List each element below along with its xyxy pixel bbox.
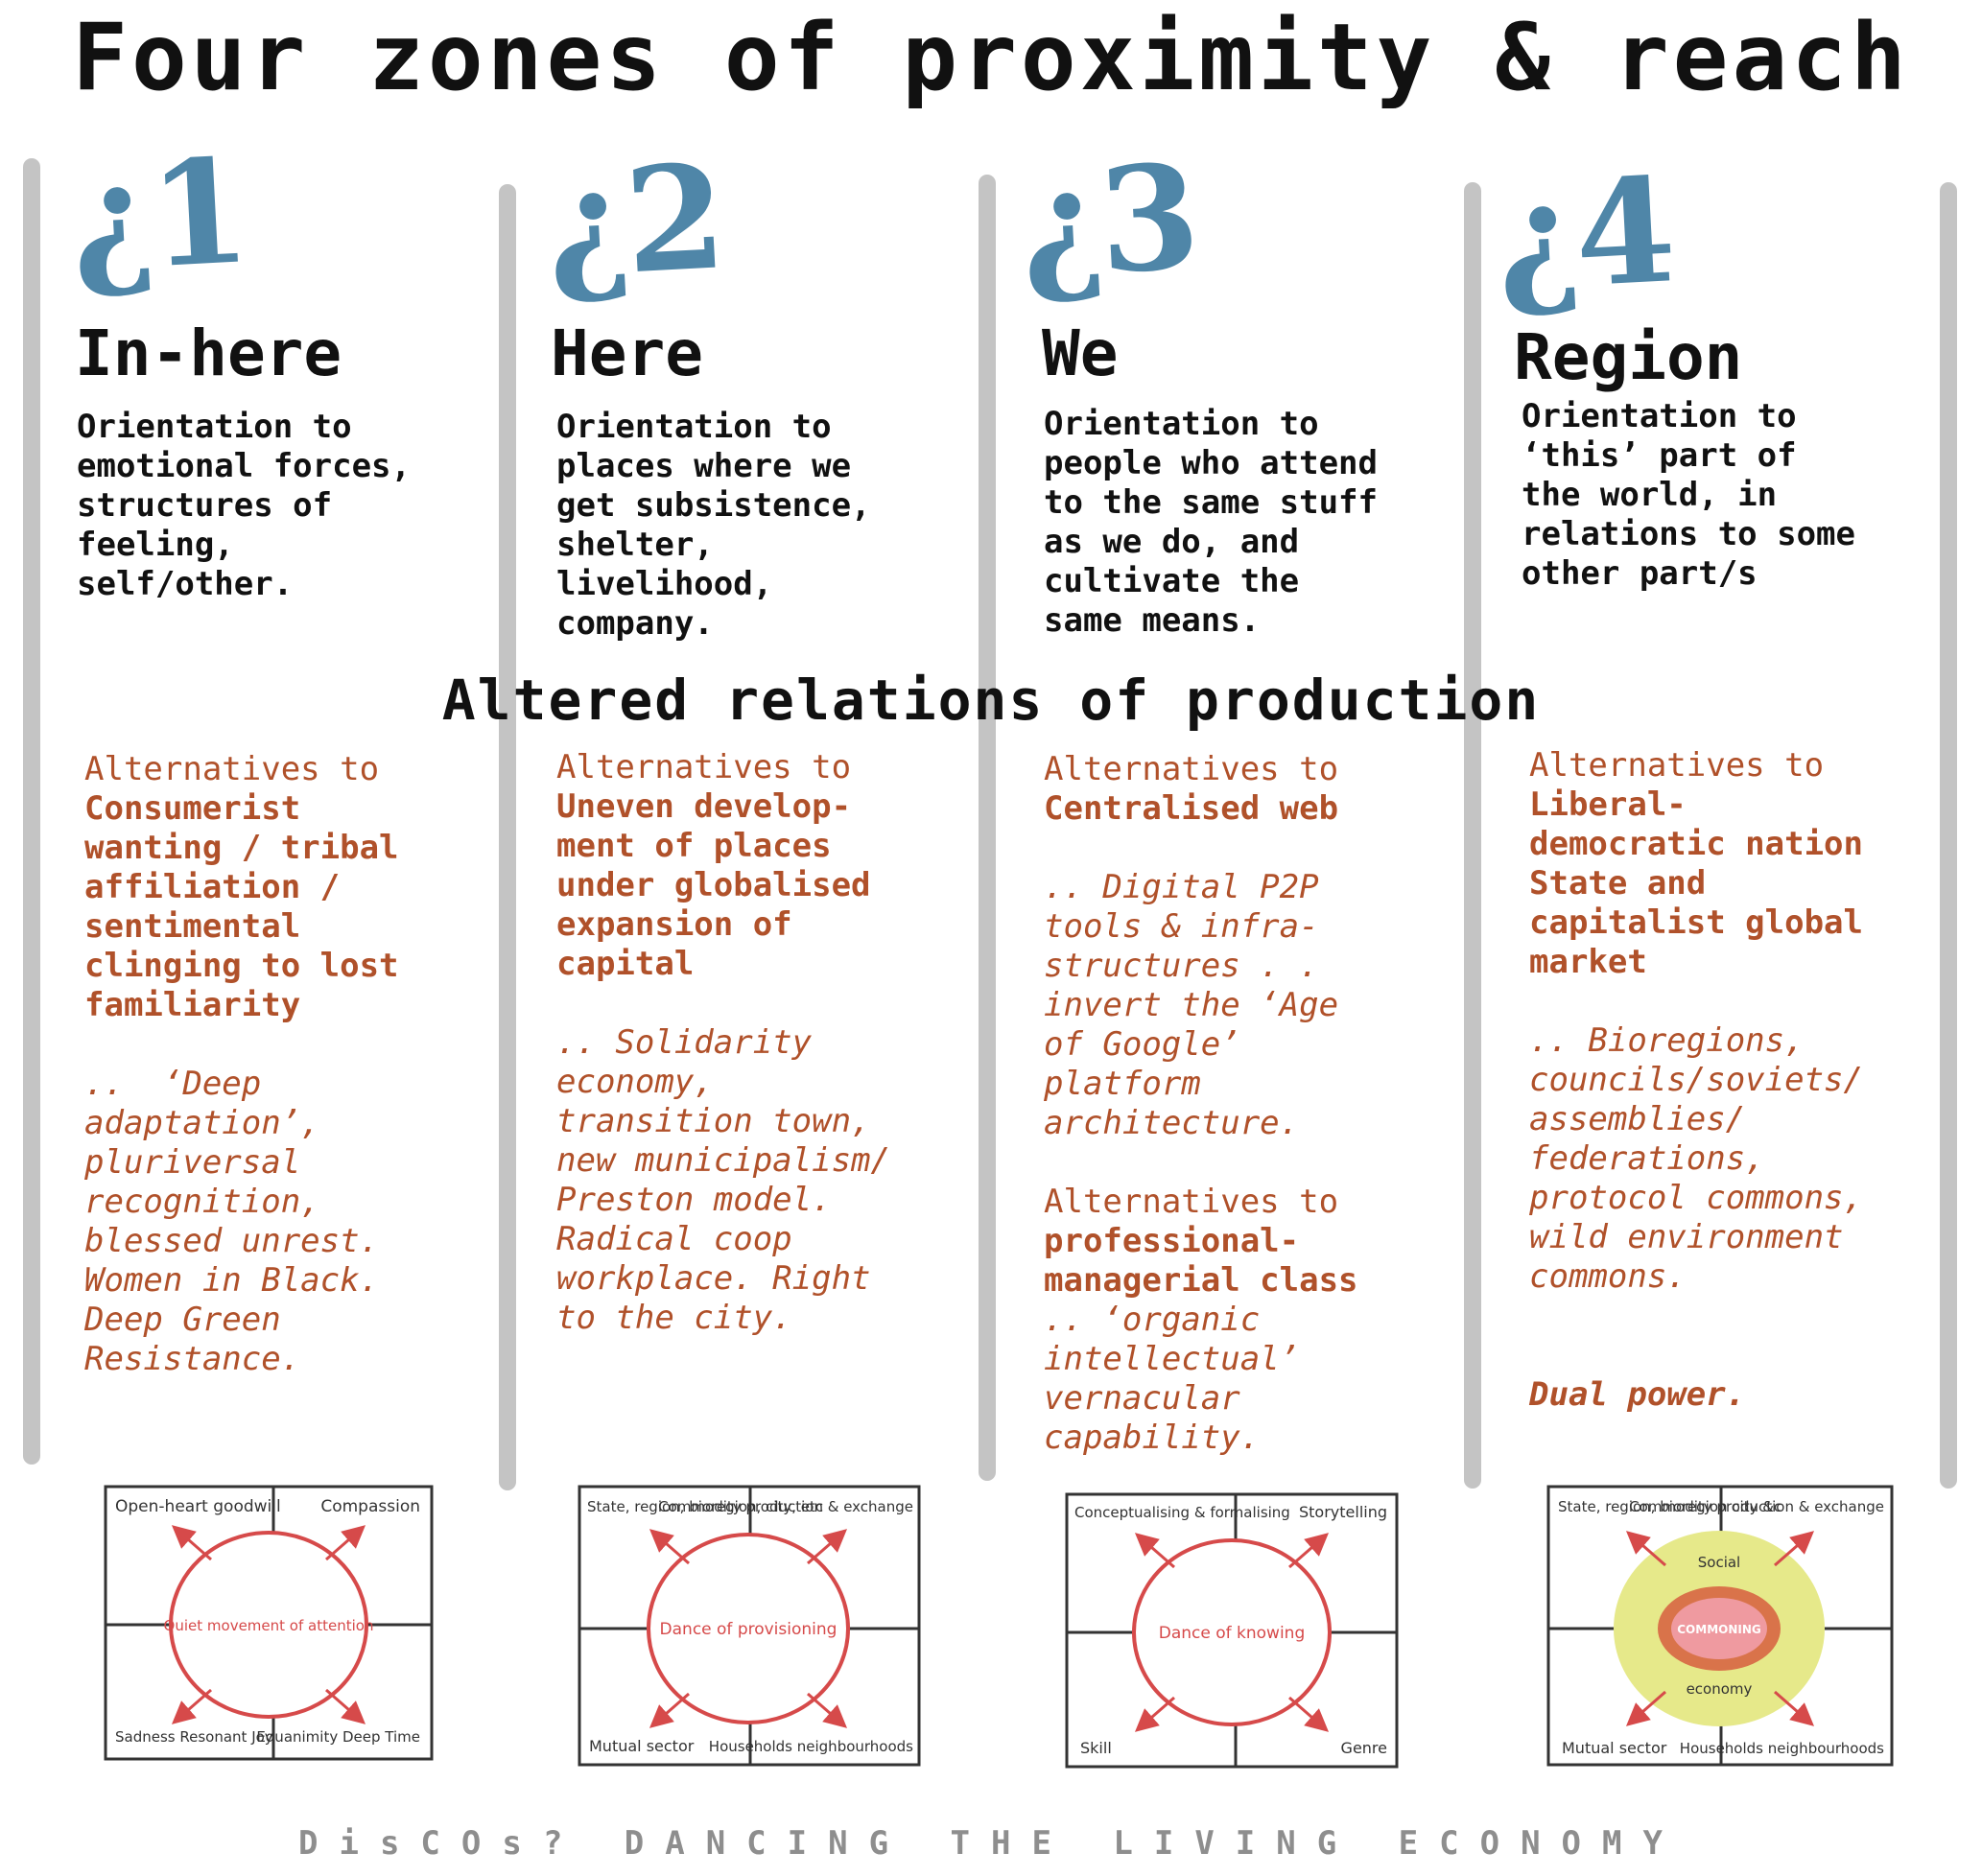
corner-tr-label: Commodity production & exchange [658, 1498, 913, 1515]
corner-br-label: Households neighbourhoods [709, 1738, 913, 1755]
zone-4-name: Region [1514, 320, 1743, 394]
zone-1-alt-label: Alternatives to [84, 750, 380, 788]
corner-br-label: Equanimity Deep Time [256, 1728, 420, 1746]
corner-bl-label: Mutual sector [1562, 1739, 1667, 1757]
center-label: Dance of provisioning [660, 1620, 838, 1639]
zone-4-alt-examples: .. Bioregions, councils/soviets/ assembl… [1529, 1021, 1863, 1296]
zone-4-alternatives: Alternatives to Liberal- democratic nati… [1529, 746, 1863, 1415]
zone-4-number: ¿4 [1492, 146, 1674, 324]
zone-3-alt2-examples: .. ‘organic intellectual’ vernacular cap… [1044, 1301, 1300, 1457]
zone-1-alt-target: Consumerist wanting / tribal affiliation… [84, 789, 399, 1024]
zone-1-name: In-here [75, 317, 342, 390]
zone-4-sketch-diagram: State, region, bioregion city &c Commodi… [1546, 1485, 1894, 1767]
zone-2-alt-label: Alternatives to [556, 748, 852, 786]
zone-2-orientation: Orientation to places where we get subsi… [556, 408, 871, 643]
divider-1 [23, 158, 40, 1465]
center-label: Quiet movement of attention [164, 1617, 374, 1634]
zone-2-number: ¿2 [542, 132, 724, 311]
corner-tr-label: Compassion [320, 1497, 420, 1516]
middle-heading: Altered relations of production [441, 668, 1541, 733]
arrow [171, 1688, 212, 1724]
center-label: COMMONING [1677, 1623, 1761, 1636]
corner-tr-label: Storytelling [1299, 1503, 1387, 1521]
zone-4-alt-target: Liberal- democratic nation State and cap… [1529, 786, 1863, 981]
zone-2-name: Here [551, 317, 703, 390]
arrow [325, 1688, 366, 1724]
corner-bl-label: Skill [1080, 1739, 1112, 1757]
arrow [325, 1525, 366, 1561]
ring-bottom-label: economy [1687, 1680, 1753, 1698]
divider-5 [1940, 182, 1957, 1489]
corner-br-label: Genre [1341, 1739, 1387, 1757]
zone-3-alt-label: Alternatives to [1044, 750, 1339, 788]
ring-top-label: Social [1698, 1554, 1740, 1571]
corner-bl-label: Sadness Resonant Joy [115, 1728, 273, 1746]
zone-2-alternatives: Alternatives to Uneven develop- ment of … [556, 748, 890, 1338]
center-label: Dance of knowing [1159, 1624, 1306, 1643]
zone-3-name: We [1042, 317, 1119, 390]
zone-2-alt-examples: .. Solidarity economy, transition town, … [556, 1023, 890, 1337]
zone-3-number: ¿3 [1016, 132, 1198, 311]
arrow [171, 1525, 212, 1561]
corner-bl-label: Mutual sector [589, 1737, 695, 1755]
zone-1-sketch-diagram: Open-heart goodwill Compassion Sadness R… [104, 1485, 434, 1761]
page-title: Four zones of proximity & reach [72, 4, 1910, 111]
zone-1-orientation: Orientation to emotional forces, structu… [77, 408, 411, 603]
corner-tl-label: State, region, bioregion city &c [1558, 1498, 1781, 1515]
zone-1-alternatives: Alternatives to Consumerist wanting / tr… [84, 750, 399, 1379]
zone-2-sketch-diagram: State, region, bioregion, city, etc Comm… [578, 1485, 921, 1767]
zone-3-alt-target: Centralised web [1044, 789, 1339, 828]
zone-1-alt-examples: .. ‘Deep adaptation’, pluriversal recogn… [84, 1065, 380, 1378]
corner-br-label: Households neighbourhoods [1680, 1740, 1884, 1757]
zone-4-orientation: Orientation to ‘this’ part of the world,… [1522, 397, 1855, 593]
zone-3-alt2-label: Alternatives to [1044, 1183, 1339, 1221]
footer-caption: DisCOs? DANCING THE LIVING ECONOMY [298, 1824, 1684, 1863]
zone-4-alt-label: Alternatives to [1529, 746, 1825, 785]
zone-2-alt-target: Uneven develop- ment of places under glo… [556, 787, 871, 983]
corner-tr-label: Commodity production & exchange [1629, 1498, 1884, 1515]
zone-3-alternatives: Alternatives to Centralised web .. Digit… [1044, 750, 1358, 1458]
zone-3-sketch-diagram: Conceptualising & formalising Storytelli… [1065, 1492, 1399, 1769]
divider-2 [499, 184, 516, 1490]
divider-3 [979, 175, 996, 1481]
zone-3-alt2-target: professional- managerial class [1044, 1222, 1358, 1300]
corner-tl-label: Conceptualising & formalising [1074, 1504, 1290, 1521]
corner-tl-label: State, region, bioregion, city, etc [587, 1498, 823, 1515]
corner-tl-label: Open-heart goodwill [115, 1497, 281, 1516]
zone-3-alt-examples: .. Digital P2P tools & infra- structures… [1044, 868, 1339, 1142]
divider-4 [1464, 182, 1481, 1489]
zone-3-orientation: Orientation to people who attend to the … [1044, 405, 1378, 640]
zone-4-alt-final: Dual power. [1529, 1375, 1746, 1414]
zone-1-number: ¿1 [66, 127, 248, 305]
